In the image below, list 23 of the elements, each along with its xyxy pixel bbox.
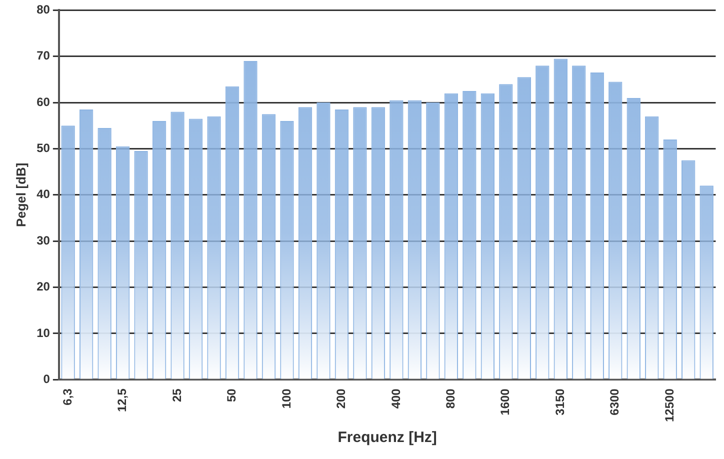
y-tick-label: 70 <box>36 48 50 63</box>
y-tick-label: 50 <box>36 141 50 156</box>
y-tick-label: 10 <box>36 326 50 340</box>
x-tick-label: 800 <box>444 388 458 409</box>
x-tick-label: 100 <box>279 388 294 409</box>
y-tick-label: 80 <box>36 2 50 17</box>
x-tick-label: 3150 <box>552 388 567 416</box>
x-tick-label: 200 <box>334 388 348 409</box>
y-tick-label: 20 <box>36 280 50 294</box>
y-axis-title: Pegel [dB] <box>13 162 28 228</box>
x-tick-label: 12,5 <box>115 388 130 412</box>
y-tick-label: 40 <box>36 187 50 202</box>
y-tick-label: 0 <box>43 372 50 386</box>
y-tick-label: 60 <box>36 94 50 109</box>
y-tick-label: 30 <box>36 233 50 248</box>
x-axis-title: Frequenz [Hz] <box>338 429 437 446</box>
x-tick-label: 6,3 <box>60 388 74 406</box>
x-tick-label: 50 <box>224 388 239 402</box>
x-tick-label: 400 <box>388 388 403 409</box>
x-tick-label: 25 <box>170 388 184 402</box>
x-tick-label: 12500 <box>662 388 676 422</box>
x-tick-label: 6300 <box>608 388 622 416</box>
x-tick-label: 1600 <box>498 388 512 416</box>
